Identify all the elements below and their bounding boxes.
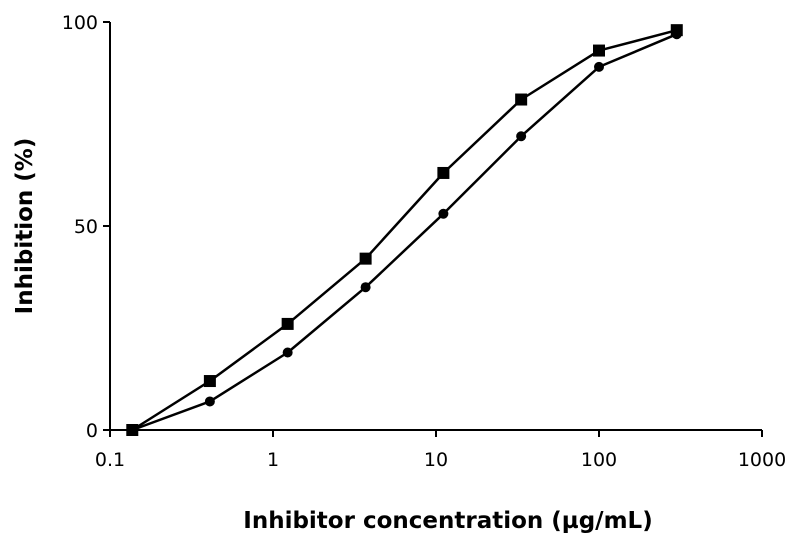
data-point-circle bbox=[282, 347, 293, 358]
y-tick-label: 100 bbox=[62, 12, 98, 34]
series-circle bbox=[127, 29, 682, 435]
x-tick-label: 1 bbox=[267, 449, 279, 471]
y-tick-label: 50 bbox=[74, 216, 98, 238]
data-point-square bbox=[359, 252, 372, 265]
data-point-circle bbox=[594, 61, 604, 72]
axes: 0 50 100 0.1 1 10 100 1000 bbox=[62, 12, 786, 471]
series-square bbox=[126, 24, 683, 436]
series-layer bbox=[126, 24, 683, 436]
data-point-circle bbox=[204, 396, 215, 407]
y-tick-label: 0 bbox=[86, 420, 98, 442]
x-tick-label: 1000 bbox=[738, 449, 786, 471]
data-point-circle bbox=[671, 29, 682, 40]
data-point-square bbox=[437, 166, 450, 179]
axis-labels: Inhibitor concentration (µg/mL) Inhibiti… bbox=[12, 138, 653, 534]
data-point-circle bbox=[360, 282, 371, 293]
x-tick-label: 0.1 bbox=[95, 449, 125, 471]
data-point-circle bbox=[438, 208, 449, 219]
data-point-square bbox=[515, 93, 528, 106]
data-point-circle bbox=[127, 425, 138, 435]
x-tick-label: 100 bbox=[581, 449, 617, 471]
series-line bbox=[131, 33, 678, 432]
data-point-circle bbox=[516, 131, 527, 142]
x-tick-label: 10 bbox=[424, 449, 448, 471]
data-point-square bbox=[593, 44, 605, 57]
series-line bbox=[131, 28, 678, 432]
y-axis-title: Inhibition (%) bbox=[12, 138, 38, 315]
data-point-square bbox=[281, 317, 294, 330]
x-axis-title: Inhibitor concentration (µg/mL) bbox=[243, 508, 652, 534]
data-point-square bbox=[203, 375, 216, 388]
